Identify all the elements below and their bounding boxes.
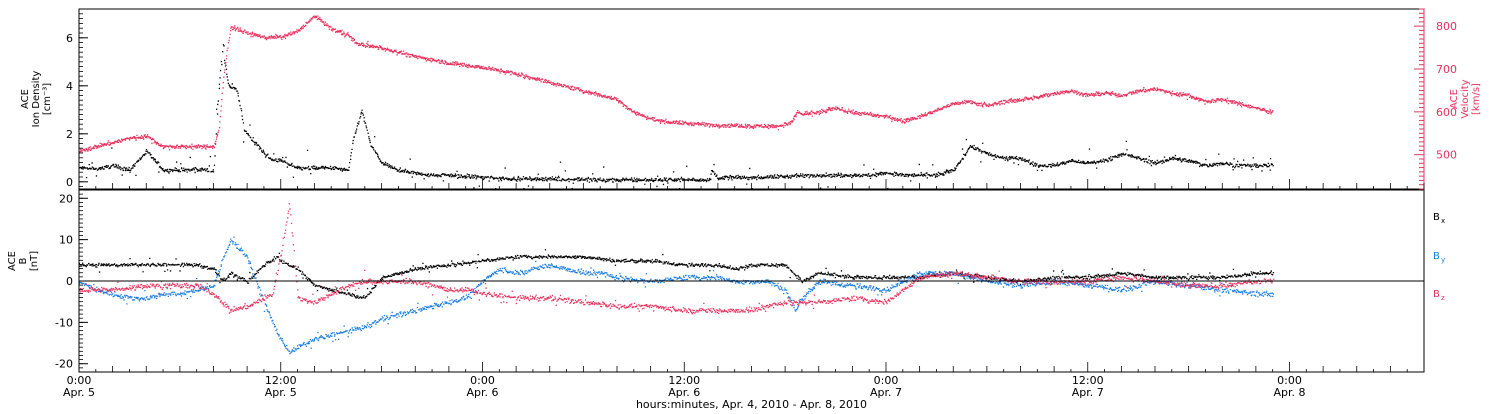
- b-axis-title-line: [nT]: [29, 251, 40, 271]
- legend-sub: x: [1441, 217, 1445, 225]
- density-axis-title-line: ACE: [20, 89, 31, 109]
- y-tick-label: 0: [66, 275, 73, 288]
- y-tick-label: -10: [55, 316, 73, 329]
- x-tick-time: 0:00: [67, 374, 92, 387]
- density-axis-title: ACE Ion Density [cm⁻³]: [20, 71, 53, 128]
- x-tick-time: 0:00: [1277, 374, 1302, 387]
- bottom-y-axis: -20 -10 0 10 20: [55, 189, 88, 373]
- velocity-tick-label: 500: [1436, 149, 1457, 162]
- x-tick-date: Apr. 5: [265, 386, 297, 399]
- velocity-y-axis: 500 600 700 800: [1414, 8, 1457, 190]
- legend-sub: z: [1441, 294, 1445, 302]
- x-tick-date: Apr. 6: [668, 386, 700, 399]
- x-tick-time: 12:00: [265, 374, 297, 387]
- x-tick-time: 0:00: [874, 374, 899, 387]
- x-axis-title: hours:minutes, Apr. 4, 2010 - Apr. 8, 20…: [636, 398, 867, 410]
- y-tick-label: 6: [66, 32, 73, 45]
- x-tick-date: Apr. 6: [466, 386, 498, 399]
- legend-main: B: [1433, 251, 1440, 262]
- x-tick-date: Apr. 7: [1072, 386, 1104, 399]
- y-tick-label: 0: [66, 176, 73, 189]
- velocity-axis-title-line: [km/s]: [1471, 83, 1482, 115]
- x-tick-date: Apr. 8: [1273, 386, 1305, 399]
- density-axis-title-line: Ion Density: [31, 71, 42, 128]
- velocity-tick-label: 700: [1436, 63, 1457, 76]
- y-tick-label: -20: [55, 358, 73, 371]
- x-tick-date: Apr. 5: [63, 386, 95, 399]
- velocity-tick-label: 800: [1436, 20, 1457, 33]
- legend-sub: y: [1441, 256, 1445, 264]
- density-axis-title-line: [cm⁻³]: [42, 83, 53, 115]
- top-y-axis: 0 2 4 6: [66, 13, 88, 189]
- x-tick-time: 12:00: [668, 374, 700, 387]
- velocity-axis-title: ACE Velocity [km/s]: [1449, 79, 1482, 118]
- legend-main: B: [1433, 289, 1440, 300]
- x-tick-time: 12:00: [1072, 374, 1104, 387]
- x-tick-time: 0:00: [470, 374, 495, 387]
- y-tick-label: 20: [59, 192, 73, 205]
- b-axis-title: ACE B [nT]: [7, 251, 40, 271]
- y-tick-label: 2: [66, 128, 73, 141]
- y-tick-label: 10: [59, 234, 73, 247]
- legend-main: B: [1433, 212, 1440, 223]
- velocity-axis-title-line: Velocity: [1460, 79, 1471, 118]
- b-axis-title-line: ACE: [7, 251, 18, 271]
- x-tick-date: Apr. 7: [870, 386, 902, 399]
- velocity-axis-title-line: ACE: [1449, 89, 1460, 109]
- velocity-tick-label: 600: [1436, 106, 1457, 119]
- b-axis-title-line: B: [18, 257, 29, 264]
- y-tick-label: 4: [66, 80, 73, 93]
